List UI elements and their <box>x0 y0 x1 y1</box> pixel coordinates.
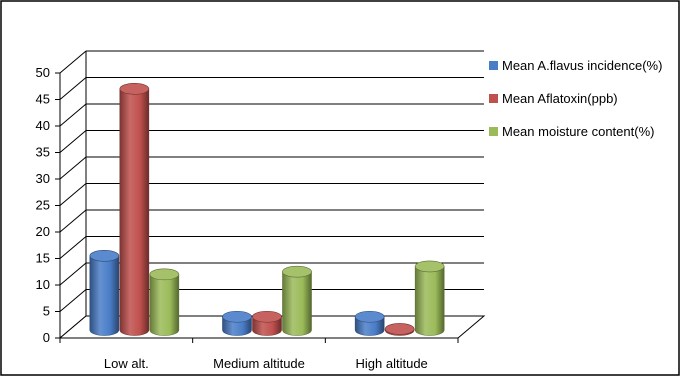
legend-label: Mean Aflatoxin(ppb) <box>502 91 618 106</box>
bar-top <box>354 310 385 323</box>
y-tick-label-0: 0 <box>43 330 50 345</box>
y-tick-label-5: 5 <box>43 304 50 319</box>
bar-body <box>414 266 445 336</box>
bar-body <box>282 271 312 336</box>
y-tick-label-35: 35 <box>36 145 50 160</box>
x-category-label-0: Low alt. <box>104 356 149 371</box>
bar-top <box>282 265 312 278</box>
gridline-left-45 <box>59 77 87 100</box>
legend: Mean A.flavus incidence(%) Mean Aflatoxin… <box>489 58 662 139</box>
y-tick-label-20: 20 <box>36 224 50 239</box>
legend-item-0: Mean A.flavus incidence(%) <box>489 58 662 73</box>
y-tick-label-30: 30 <box>36 171 50 186</box>
bar-body <box>89 255 120 336</box>
bar-top <box>384 323 415 335</box>
gridline-left-30 <box>59 156 87 180</box>
bar-top <box>222 310 252 323</box>
bar-2-2 <box>414 260 445 336</box>
legend-label: Mean A.flavus incidence(%) <box>502 58 662 73</box>
legend-swatch <box>489 61 498 70</box>
bar-0-1 <box>119 83 150 336</box>
x-category-label-1: Medium altitude <box>213 356 305 371</box>
bar-2-0 <box>354 310 385 336</box>
y-axis-ticks: 0 5 10 15 20 25 30 35 40 45 50 <box>36 65 60 345</box>
legend-item-1: Mean Aflatoxin(ppb) <box>489 91 618 106</box>
bar-top <box>414 260 445 273</box>
bars <box>89 83 445 336</box>
bar-body <box>149 274 180 336</box>
bar-1-1 <box>252 310 282 336</box>
x-axis-categories: Low alt. Medium altitude High altitude <box>59 338 459 371</box>
bar-top <box>252 310 282 323</box>
bar-top <box>89 250 120 262</box>
legend-swatch <box>489 127 498 136</box>
bar-1-0 <box>222 310 252 336</box>
bar-2-1 <box>384 323 415 336</box>
legend-label: Mean moisture content(%) <box>502 124 654 139</box>
gridline-left-10 <box>59 262 87 286</box>
y-tick-label-45: 45 <box>36 92 50 107</box>
bar-0-0 <box>89 250 120 336</box>
gridline-left-50 <box>59 50 87 74</box>
bar-body <box>119 88 150 336</box>
legend-item-2: Mean moisture content(%) <box>489 124 654 139</box>
x-category-label-2: High altitude <box>356 356 428 371</box>
gridline-left-35 <box>59 130 87 153</box>
gridline-left-15 <box>59 236 87 259</box>
gridline-left-5 <box>59 289 87 312</box>
y-tick-label-25: 25 <box>36 198 50 213</box>
y-tick-label-10: 10 <box>36 277 50 292</box>
bar-0-2 <box>149 268 180 336</box>
gridline-left-20 <box>59 209 87 233</box>
legend-swatch <box>489 94 498 103</box>
gridline-left-40 <box>59 103 87 127</box>
y-tick-label-40: 40 <box>36 118 50 133</box>
y-tick-label-15: 15 <box>36 251 50 266</box>
y-tick-label-50: 50 <box>36 65 50 80</box>
bar-top <box>119 83 150 95</box>
bar-top <box>149 268 180 281</box>
gridline-left-25 <box>59 183 87 206</box>
bar-1-2 <box>282 265 312 336</box>
